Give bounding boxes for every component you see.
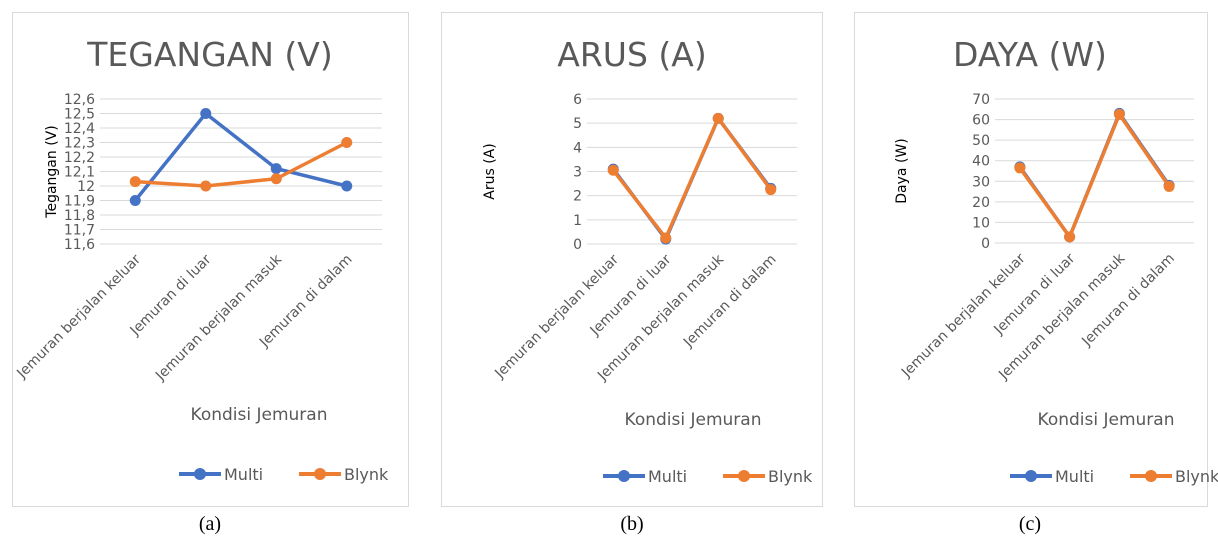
y-tick-label: 12,6: [64, 92, 95, 108]
y-tick-label: 20: [972, 195, 990, 211]
data-point-blynk: [1113, 108, 1125, 120]
series-line-blynk: [1018, 112, 1171, 239]
legend-label: Multi: [224, 465, 263, 484]
data-point-blynk: [765, 184, 777, 196]
chart-panel-1: TEGANGAN (V)11,611,711,811,91212,112,212…: [12, 12, 409, 507]
y-tick-label: 70: [972, 92, 990, 108]
data-point-blynk: [129, 176, 141, 188]
data-point-multi: [341, 180, 353, 192]
series-line-blynk: [611, 116, 773, 240]
legend-label: Multi: [648, 467, 687, 486]
y-tick-label: 12,3: [64, 136, 95, 152]
data-point-blynk: [607, 164, 619, 176]
y-tick-label: 4: [573, 140, 582, 156]
legend-marker: [194, 468, 206, 480]
y-tick-label: 10: [972, 215, 990, 231]
chart-title: DAYA (W): [953, 35, 1107, 74]
data-point-multi: [270, 163, 282, 175]
figure-caption: (a): [199, 513, 221, 535]
data-point-blynk: [1014, 162, 1026, 174]
series-line-multi: [133, 111, 348, 202]
y-tick-label: 11,6: [64, 237, 95, 253]
chart-frame: [441, 12, 823, 507]
y-axis-label: Daya (W): [894, 138, 910, 203]
data-point-blynk: [270, 173, 282, 185]
y-tick-label: 11,9: [64, 194, 95, 210]
data-point-blynk: [660, 232, 672, 244]
y-tick-label: 12,5: [64, 107, 95, 123]
y-tick-label: 60: [972, 113, 990, 129]
y-tick-label: 12: [77, 179, 95, 195]
y-tick-label: 5: [573, 116, 582, 132]
y-tick-label: 40: [972, 154, 990, 170]
data-point-multi: [129, 195, 141, 206]
legend-label: Blynk: [768, 467, 813, 486]
series-line-blynk: [135, 140, 348, 188]
legend-marker: [1025, 470, 1037, 482]
chart-frame: [854, 12, 1208, 507]
y-tick-label: 1: [573, 213, 582, 229]
data-point-multi: [200, 108, 212, 119]
x-axis-label: Kondisi Jemuran: [191, 405, 328, 425]
y-tick-label: 12,1: [64, 165, 95, 181]
legend-marker: [618, 470, 630, 482]
legend-marker: [738, 470, 750, 482]
x-axis-label: Kondisi Jemuran: [625, 410, 762, 430]
y-axis-label: Arus (A): [482, 143, 498, 199]
x-axis-label: Kondisi Jemuran: [1038, 410, 1175, 430]
y-tick-label: 30: [972, 174, 990, 190]
legend-label: Blynk: [1175, 467, 1218, 486]
y-tick-label: 50: [972, 133, 990, 149]
y-tick-label: 12,4: [64, 121, 95, 137]
y-tick-label: 0: [981, 236, 990, 252]
chart-title: TEGANGAN (V): [86, 35, 333, 74]
data-point-blynk: [200, 180, 212, 192]
y-tick-label: 11,8: [64, 208, 95, 224]
y-axis-label: Tegangan (V): [44, 125, 60, 218]
chart-title: ARUS (A): [557, 35, 706, 74]
y-tick-label: 3: [573, 165, 582, 181]
data-point-blynk: [712, 112, 724, 124]
y-tick-label: 12,2: [64, 150, 95, 166]
data-point-blynk: [341, 137, 353, 148]
y-tick-label: 11,7: [64, 223, 95, 239]
data-point-blynk: [1163, 180, 1175, 192]
figure-caption: (c): [1019, 513, 1041, 535]
legend-label: Multi: [1055, 467, 1094, 486]
data-point-blynk: [1064, 231, 1076, 243]
figure-caption: (b): [620, 513, 643, 535]
y-tick-label: 2: [573, 189, 582, 205]
y-tick-label: 0: [573, 237, 582, 253]
y-tick-label: 6: [573, 92, 582, 108]
legend-marker: [314, 468, 326, 480]
legend-label: Blynk: [344, 465, 389, 484]
legend-marker: [1145, 470, 1157, 482]
chart-frame: [12, 12, 409, 507]
